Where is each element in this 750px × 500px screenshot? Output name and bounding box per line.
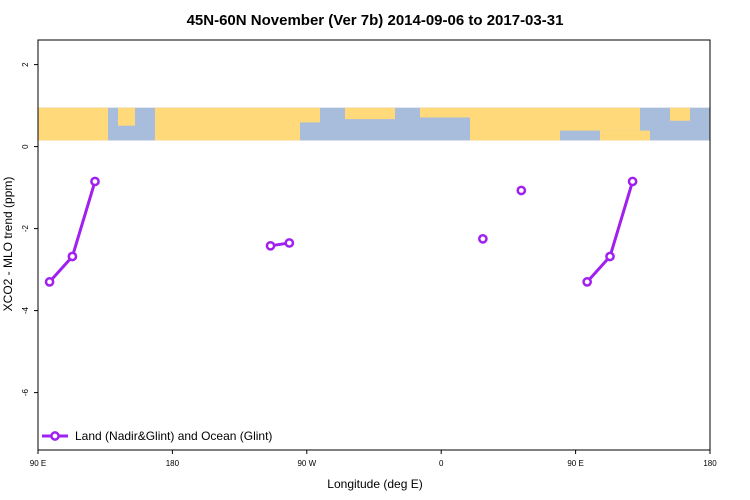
map-land-6: [470, 107, 560, 141]
map-land-0: [38, 107, 108, 141]
x-axis-label: Longitude (deg E): [327, 477, 422, 491]
data-point-0-4-0: [582, 277, 593, 287]
map-land-8: [600, 130, 650, 141]
x-tick-label-5: 180: [703, 459, 717, 468]
plot-frame: [37, 39, 711, 451]
data-point-0-4-2: [627, 176, 638, 187]
y-tick-label-4: -6: [21, 388, 30, 396]
y-axis-label: XCO2 - MLO trend (ppm): [1, 177, 15, 312]
y-tick-label-2: -2: [21, 224, 30, 232]
series-layer: [44, 176, 638, 287]
map-land-4: [345, 107, 395, 120]
map-land-9: [670, 107, 690, 121]
map-land-2: [155, 107, 300, 141]
map-land-7: [560, 107, 640, 131]
y-tick-label-1: 0: [21, 144, 30, 149]
x-tick-label-3: 0: [439, 459, 444, 468]
x-tick-label-1: 180: [166, 459, 180, 468]
chart-title: 45N-60N November (Ver 7b) 2014-09-06 to …: [187, 12, 564, 29]
x-tick-label-2: 90 W: [297, 459, 316, 468]
y-tick-label-3: -4: [21, 306, 30, 314]
data-point-0-2-0: [478, 234, 488, 244]
axis-ticks: 90 E 180 90 W 0 90 E 180 2 0 -2 -4 -6: [21, 62, 717, 468]
map-land-3: [300, 107, 320, 123]
data-point-0-3-0: [516, 185, 527, 196]
legend: Land (Nadir&Glint) and Ocean (Glint): [42, 429, 272, 443]
legend-marker-swatch: [50, 431, 60, 441]
data-point-0-0-1: [67, 251, 78, 262]
x-tick-label-0: 90 E: [30, 459, 46, 468]
data-point-0-0-2: [90, 176, 100, 187]
series-line-0-0: [48, 181, 97, 283]
legend-label: Land (Nadir&Glint) and Ocean (Glint): [75, 429, 272, 443]
data-point-0-0-0: [44, 277, 55, 287]
world-map-band: [38, 107, 710, 141]
data-point-0-4-1: [605, 251, 615, 262]
map-land-5: [420, 107, 470, 118]
x-tick-label-4: 90 E: [567, 459, 583, 468]
series-line-0-4: [586, 181, 635, 283]
data-point-0-1-1: [284, 238, 295, 248]
y-tick-label-0: 2: [21, 62, 30, 67]
map-land-1: [118, 107, 135, 126]
data-point-0-1-0: [265, 240, 276, 251]
